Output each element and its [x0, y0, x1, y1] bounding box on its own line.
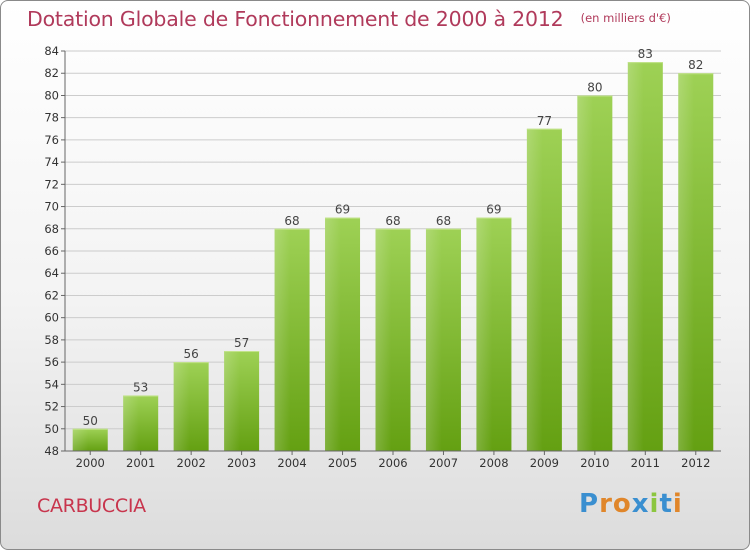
- x-tick-label: 2011: [631, 456, 660, 470]
- bar-highlight: [627, 62, 644, 451]
- x-tick-label: 2005: [328, 456, 357, 470]
- y-tick-label: 70: [44, 200, 59, 214]
- bar-value-label: 68: [385, 214, 400, 228]
- bar-highlight: [123, 395, 139, 451]
- x-tick-label: 2004: [277, 456, 306, 470]
- bar-value-label: 57: [234, 336, 249, 350]
- x-tick-label: 2012: [681, 456, 710, 470]
- chart-unit: (en milliers d'€): [580, 11, 671, 25]
- y-tick-label: 74: [44, 155, 59, 169]
- y-tick-label: 82: [44, 66, 59, 80]
- y-tick-label: 72: [44, 177, 59, 191]
- chart-title-row: Dotation Globale de Fonctionnement de 20…: [27, 7, 671, 31]
- bar-value-label: 83: [638, 47, 653, 61]
- bar-highlight: [325, 217, 341, 451]
- brand-letter: o: [612, 489, 632, 519]
- brand-letter: t: [659, 489, 673, 519]
- brand-letter: x: [631, 489, 650, 519]
- y-tick-label: 56: [44, 355, 59, 369]
- bar-value-label: 68: [436, 214, 451, 228]
- y-tick-label: 58: [44, 333, 59, 347]
- y-tick-label: 48: [44, 444, 59, 458]
- y-tick-label: 76: [44, 133, 59, 147]
- axis-layer: 48 50 52 54 56 58 60 62 64 66 68 70 72 74 76 78 80 82 84 20…: [44, 44, 721, 470]
- x-tick-label: 2001: [126, 456, 155, 470]
- brand-letter: r: [599, 489, 613, 519]
- y-tick-label: 78: [44, 111, 59, 125]
- chart-title: Dotation Globale de Fonctionnement de 20…: [27, 7, 564, 31]
- bar-highlight: [577, 95, 594, 451]
- bar-value-label: 80: [587, 80, 602, 94]
- bar-highlight: [526, 128, 543, 451]
- y-tick-label: 54: [44, 377, 59, 391]
- y-tick-label: 84: [44, 44, 59, 58]
- bar-value-label: 69: [486, 203, 501, 217]
- y-tick-label: 62: [44, 288, 59, 302]
- x-tick-label: 2008: [479, 456, 508, 470]
- y-tick-label: 64: [44, 266, 59, 280]
- bar-layer: [72, 62, 714, 451]
- x-tick-label: 2009: [530, 456, 559, 470]
- bar-value-label: 82: [688, 58, 703, 72]
- bar-highlight: [375, 228, 392, 451]
- y-tick-label: 66: [44, 244, 59, 258]
- bar-highlight: [425, 228, 442, 451]
- x-tick-label: 2000: [76, 456, 105, 470]
- brand-letter: i: [672, 489, 683, 519]
- x-tick-label: 2006: [378, 456, 407, 470]
- y-tick-label: 50: [44, 422, 59, 436]
- x-tick-label: 2003: [227, 456, 256, 470]
- y-tick-label: 68: [44, 222, 59, 236]
- bar-value-label: 69: [335, 203, 350, 217]
- bar-highlight: [224, 351, 240, 451]
- x-tick-label: 2007: [429, 456, 458, 470]
- x-tick-label: 2002: [177, 456, 206, 470]
- bar-value-label: 53: [133, 380, 148, 394]
- bar-highlight: [173, 362, 190, 451]
- bar-highlight: [476, 217, 493, 451]
- bar-value-label: 56: [184, 347, 199, 361]
- bar-value-label: 50: [83, 414, 98, 428]
- bar-highlight: [72, 428, 89, 451]
- brand-letter: i: [649, 489, 660, 519]
- brand-letter: P: [579, 489, 600, 519]
- bar-highlight: [274, 228, 291, 451]
- y-tick-label: 80: [44, 88, 59, 102]
- y-tick-label: 52: [44, 400, 59, 414]
- y-tick-label: 60: [44, 311, 59, 325]
- x-tick-label: 2010: [580, 456, 609, 470]
- commune-name: CARBUCCIA: [37, 495, 146, 517]
- proxiti-logo: Proxiti: [579, 489, 683, 519]
- bar-value-label: 77: [537, 114, 552, 128]
- label-layer: 50 53 56 57 68 69 68 68 69 77 80 83 82: [83, 47, 704, 428]
- bar-highlight: [678, 73, 695, 451]
- bar-value-label: 68: [284, 214, 299, 228]
